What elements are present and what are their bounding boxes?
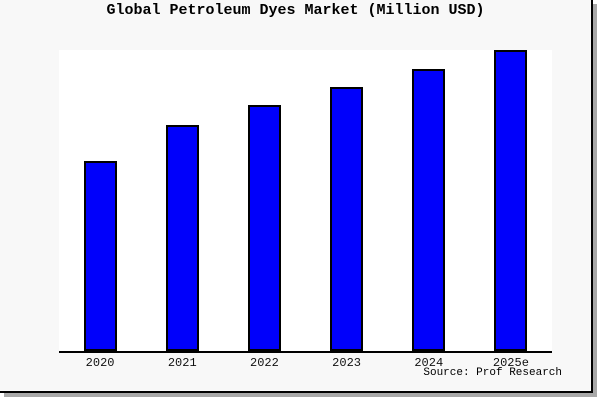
- bar-2025e: [494, 50, 528, 351]
- x-tick-label-2021: 2021: [167, 356, 197, 370]
- plot-area: [59, 50, 552, 353]
- bar-2024: [412, 69, 446, 351]
- x-tick-label-2025e: 2025e: [492, 356, 529, 370]
- source-caption: Source: Prof Research: [423, 367, 562, 379]
- x-tick-label-2023: 2023: [332, 356, 361, 370]
- chart-figure: Global Petroleum Dyes Market (Million US…: [0, 0, 593, 393]
- bar-2022: [247, 105, 281, 351]
- chart-title: Global Petroleum Dyes Market (Million US…: [106, 2, 485, 19]
- bar-2023: [330, 87, 364, 351]
- bar-2021: [165, 125, 199, 351]
- x-tick-label-2024: 2024: [414, 356, 444, 370]
- x-tick-label-2022: 2022: [250, 356, 279, 370]
- bar-2020: [83, 161, 117, 351]
- x-tick-label-2020: 2020: [85, 356, 115, 370]
